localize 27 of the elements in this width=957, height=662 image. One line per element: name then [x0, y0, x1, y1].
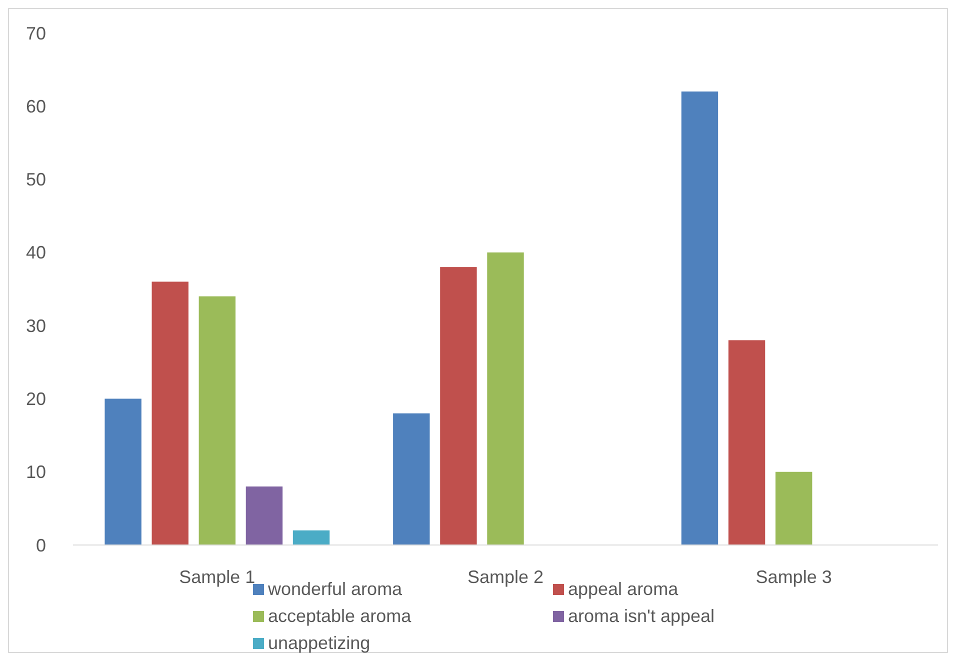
bar — [292, 530, 330, 545]
legend-label: appeal aroma — [568, 579, 680, 599]
bar — [728, 340, 766, 545]
bar — [487, 252, 524, 545]
y-tick-label: 30 — [26, 316, 46, 336]
legend-label: unappetizing — [268, 633, 370, 653]
x-tick-label: Sample 2 — [467, 567, 544, 587]
y-tick-label: 40 — [26, 242, 46, 263]
bar — [246, 486, 283, 545]
x-tick-label: Sample 3 — [756, 567, 832, 587]
y-tick-label: 70 — [26, 23, 46, 44]
y-tick-label: 0 — [36, 535, 46, 556]
x-tick-label: Sample 1 — [179, 567, 256, 587]
legend-label: aroma isn't appeal — [568, 606, 715, 626]
bar — [440, 267, 477, 545]
bar — [104, 398, 142, 545]
bar — [393, 413, 430, 545]
y-tick-label: 20 — [26, 389, 46, 410]
y-tick-label: 10 — [26, 462, 46, 482]
y-tick-label: 60 — [26, 96, 46, 116]
legend-label: wonderful aroma — [267, 579, 404, 599]
legend-label: acceptable aroma — [268, 606, 412, 626]
bar — [198, 296, 236, 545]
bar — [681, 92, 718, 545]
bar — [152, 282, 188, 545]
y-tick-label: 50 — [26, 170, 46, 190]
bar — [775, 472, 812, 545]
